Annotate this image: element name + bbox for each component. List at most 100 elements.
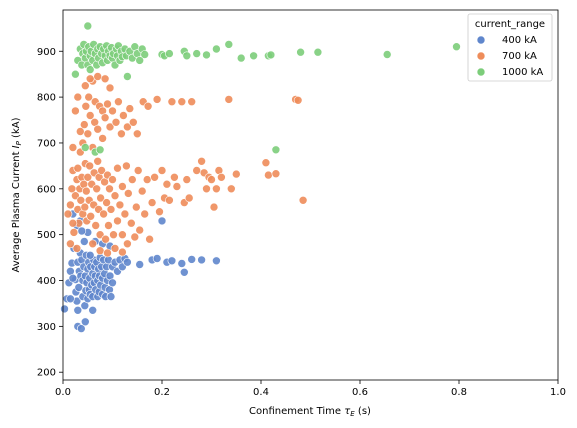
data-point <box>182 175 192 184</box>
points-layer <box>60 21 461 333</box>
x-tick-label: 1.0 <box>550 387 566 398</box>
data-point <box>80 120 89 129</box>
data-point <box>192 49 201 58</box>
data-point <box>264 170 273 180</box>
data-point <box>108 175 117 184</box>
y-tick-label: 800 <box>37 93 56 104</box>
data-point <box>123 122 132 132</box>
data-point <box>232 169 241 179</box>
data-point <box>122 161 131 171</box>
data-point <box>108 106 117 116</box>
data-point <box>66 294 75 304</box>
data-point <box>124 189 133 198</box>
data-point <box>137 186 147 196</box>
legend-marker-1000 <box>476 67 486 77</box>
data-point <box>83 173 93 182</box>
data-point <box>83 21 93 31</box>
data-point <box>152 254 162 263</box>
data-point <box>167 97 177 106</box>
data-point <box>60 304 69 314</box>
data-point <box>227 184 236 194</box>
data-point <box>147 198 157 207</box>
data-point <box>98 134 107 143</box>
data-point <box>172 182 182 191</box>
data-point <box>187 97 196 106</box>
data-point <box>77 324 86 333</box>
data-point <box>69 228 79 237</box>
data-point <box>165 49 174 58</box>
data-point <box>85 251 95 260</box>
data-point <box>212 184 221 194</box>
data-point <box>73 163 83 173</box>
data-point <box>118 182 127 191</box>
data-point <box>80 237 89 246</box>
data-point <box>129 118 138 127</box>
data-point <box>66 200 75 210</box>
data-point <box>96 193 105 203</box>
data-point <box>293 96 303 105</box>
data-point <box>212 256 221 266</box>
data-point <box>202 184 211 194</box>
data-point <box>114 97 123 106</box>
data-point <box>135 56 144 65</box>
data-point <box>157 216 167 226</box>
y-tick-label: 900 <box>37 47 56 58</box>
data-point <box>177 259 187 268</box>
data-point <box>150 173 159 182</box>
series-700-ka <box>63 72 308 258</box>
data-point <box>313 47 323 57</box>
data-point <box>184 193 194 203</box>
data-point <box>95 145 105 155</box>
y-tick-label: 700 <box>37 138 56 149</box>
data-point <box>68 143 78 152</box>
data-point <box>157 166 167 175</box>
data-point <box>82 186 91 196</box>
data-point <box>93 72 102 81</box>
data-point <box>202 50 211 60</box>
data-point <box>224 40 234 49</box>
data-point <box>100 113 110 122</box>
data-point <box>105 83 115 93</box>
data-point <box>77 226 87 236</box>
data-point <box>207 175 216 184</box>
data-point <box>125 104 135 113</box>
x-tick-label: 0.6 <box>352 387 368 398</box>
data-point <box>103 99 112 109</box>
data-point <box>197 255 206 265</box>
data-point <box>133 166 143 175</box>
data-point <box>102 198 111 207</box>
data-point <box>83 129 93 139</box>
x-axis: 0.0 0.2 0.4 0.6 0.8 1.0 <box>55 380 566 398</box>
data-point <box>113 216 122 226</box>
legend-title: current_range <box>475 19 545 30</box>
data-point <box>91 221 100 230</box>
data-point <box>132 202 141 212</box>
data-point <box>123 239 132 249</box>
data-point <box>106 205 116 214</box>
data-point <box>140 209 149 219</box>
data-point <box>382 50 392 59</box>
data-point <box>74 283 84 292</box>
data-point <box>105 122 115 132</box>
data-point <box>155 207 164 216</box>
data-point <box>81 81 90 90</box>
data-point <box>72 244 82 253</box>
data-point <box>85 111 95 120</box>
data-point <box>81 317 90 327</box>
data-point <box>217 173 226 182</box>
y-tick-label: 300 <box>37 322 56 333</box>
data-point <box>224 95 234 104</box>
data-point <box>115 200 125 210</box>
data-point <box>108 278 117 288</box>
data-point <box>298 196 308 205</box>
data-point <box>95 230 105 239</box>
data-point <box>85 74 95 84</box>
data-point <box>81 143 90 152</box>
data-point <box>68 273 78 283</box>
data-point <box>165 196 174 205</box>
data-point <box>84 92 93 102</box>
data-point <box>296 47 305 57</box>
y-tick-label: 400 <box>37 276 56 287</box>
data-point <box>118 230 127 239</box>
